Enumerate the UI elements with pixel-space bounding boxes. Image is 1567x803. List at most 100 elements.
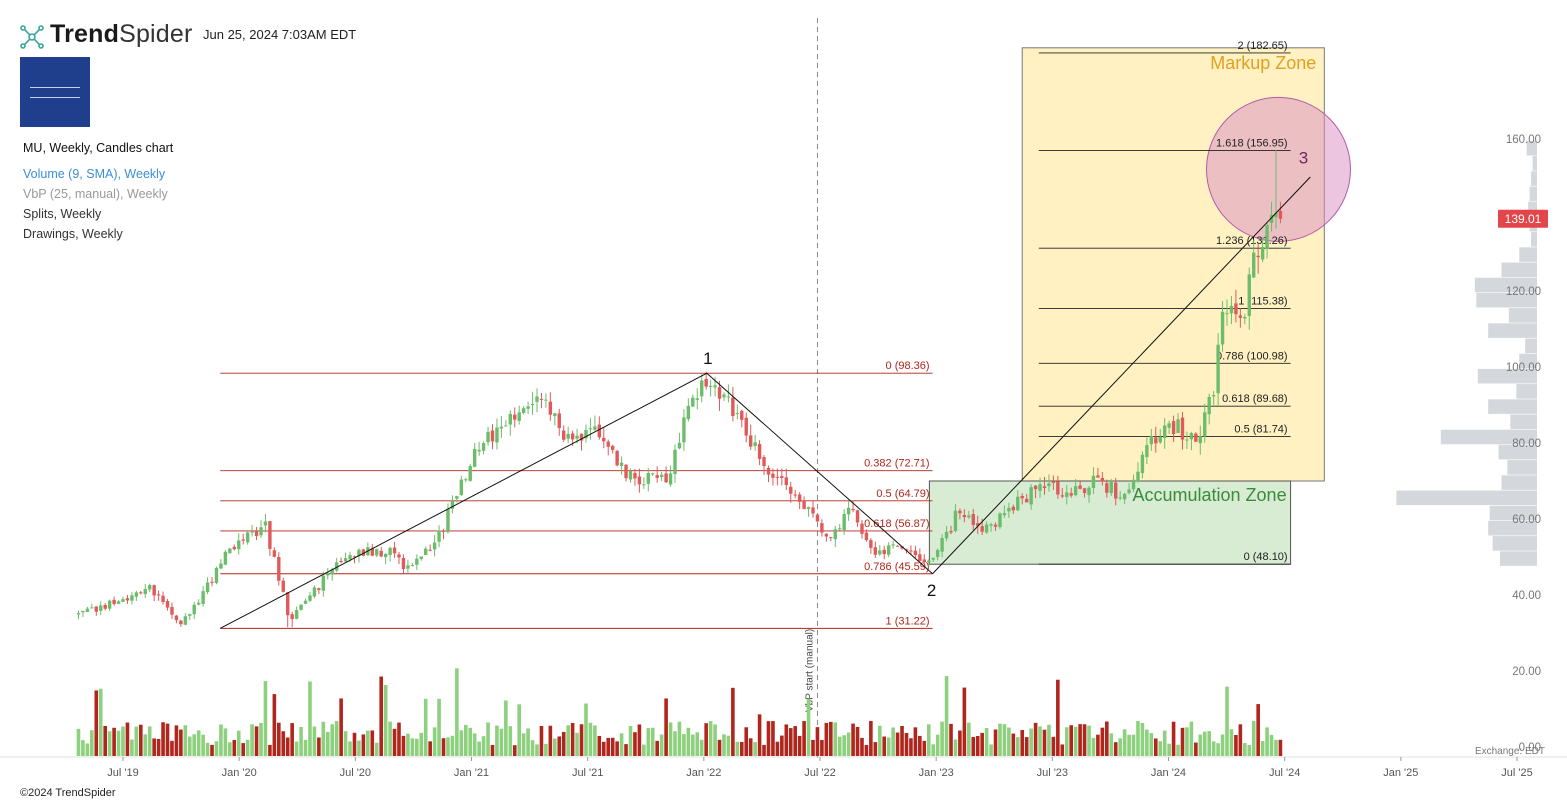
- candle-body: [107, 600, 112, 609]
- candle-body: [472, 448, 477, 467]
- candle-body: [361, 549, 366, 556]
- volume-bar: [1202, 731, 1207, 756]
- volume-bar: [1113, 742, 1118, 756]
- volume-bar: [1211, 741, 1216, 756]
- fib-retracement-label: 0.618 (56.87): [864, 518, 929, 530]
- vbp-bar: [1507, 460, 1537, 475]
- volume-bar: [989, 744, 993, 756]
- volume-bar: [303, 739, 308, 756]
- volume-bar: [343, 731, 348, 756]
- vbp-bar: [1510, 414, 1537, 430]
- volume-bar: [321, 721, 326, 756]
- volume-bar: [584, 703, 588, 756]
- legend-main-series[interactable]: MU, Weekly, Candles chart: [23, 141, 174, 155]
- volume-bar: [570, 723, 575, 756]
- volume-bar: [628, 725, 633, 756]
- volume-bar: [837, 736, 842, 756]
- candle-body: [201, 591, 205, 604]
- candle-body: [419, 556, 423, 559]
- volume-bar: [1207, 731, 1212, 756]
- vbp-bar: [1501, 262, 1537, 278]
- candle-body: [829, 537, 833, 539]
- logo-line: [30, 97, 80, 98]
- legend-drawings[interactable]: Drawings, Weekly: [23, 227, 123, 241]
- volume-bar: [1158, 741, 1163, 756]
- candle-body: [237, 540, 241, 550]
- vbp-bar: [1526, 140, 1537, 156]
- volume-bar: [842, 735, 846, 756]
- candle-body: [272, 550, 277, 557]
- candle-body: [1189, 433, 1194, 440]
- x-axis-label: Jul '24: [1269, 767, 1300, 779]
- volume-bar: [949, 723, 953, 756]
- candle-body: [1033, 485, 1038, 490]
- volume-bar: [161, 722, 165, 756]
- volume-bar: [441, 738, 446, 756]
- volume-bar: [1256, 704, 1260, 756]
- candle-body: [735, 412, 740, 414]
- candle-body: [161, 595, 165, 602]
- volume-bar: [619, 733, 624, 756]
- candle-body: [1029, 487, 1033, 505]
- volume-bar: [406, 733, 410, 756]
- volume-bar: [855, 726, 860, 756]
- volume-bar: [668, 722, 673, 756]
- volume-bar: [1247, 744, 1252, 756]
- candle-body: [726, 396, 731, 398]
- volume-bar: [601, 741, 606, 756]
- candle-body: [1145, 445, 1149, 458]
- fib-extension-label: 1.618 (156.95): [1216, 138, 1288, 150]
- volume-bar: [735, 741, 740, 756]
- candle-body: [210, 581, 214, 583]
- legend-vbp[interactable]: VbP (25, manual), Weekly: [23, 187, 168, 201]
- volume-bar: [312, 726, 317, 756]
- candle-body: [116, 601, 121, 604]
- candle-body: [579, 433, 584, 441]
- volume-bar: [557, 736, 562, 756]
- candle-body: [121, 599, 125, 602]
- vbp-bar: [1519, 353, 1537, 369]
- volume-bar: [695, 732, 700, 756]
- legend-volume[interactable]: Volume (9, SMA), Weekly: [23, 167, 166, 181]
- candle-body: [165, 601, 170, 608]
- volume-bar: [116, 730, 121, 756]
- y-axis-label: 80.00: [1512, 438, 1541, 450]
- candle-body: [1216, 344, 1220, 394]
- candle-body: [873, 547, 878, 555]
- legend-splits[interactable]: Splits, Weekly: [23, 207, 102, 221]
- candle-body: [388, 547, 392, 555]
- chart-timestamp: Jun 25, 2024 7:03AM EDT: [203, 27, 357, 42]
- logo-line: [30, 87, 80, 88]
- volume-bar: [468, 727, 473, 756]
- volume-bar: [223, 728, 228, 756]
- volume-bar: [864, 744, 869, 756]
- volume-bar: [1238, 724, 1243, 756]
- candle-body: [824, 533, 829, 537]
- candle-body: [94, 606, 98, 612]
- candle-body: [219, 563, 223, 569]
- volume-bar: [708, 721, 713, 756]
- candle-body: [797, 494, 802, 502]
- zones-layer: Markup Zone Accumulation Zone: [928, 47, 1351, 565]
- candle-body: [334, 562, 339, 571]
- candle-body: [1243, 316, 1247, 319]
- candle-body: [352, 556, 357, 558]
- volume-bar: [958, 730, 962, 756]
- candle-body: [1118, 497, 1122, 499]
- candle-body: [205, 582, 210, 593]
- volume-bar: [588, 722, 593, 756]
- volume-bar: [472, 733, 477, 756]
- candle-body: [962, 515, 967, 518]
- candle-body: [971, 513, 975, 525]
- candle-body: [1127, 489, 1131, 493]
- candle-body: [815, 514, 820, 522]
- volume-bar: [1078, 724, 1082, 756]
- volume-bar: [1243, 743, 1247, 756]
- candle-body: [802, 501, 806, 509]
- volume-bar: [900, 725, 904, 756]
- volume-bar: [281, 731, 286, 756]
- candle-body: [312, 587, 317, 597]
- candle-body: [806, 507, 811, 510]
- candle-body: [1020, 495, 1024, 499]
